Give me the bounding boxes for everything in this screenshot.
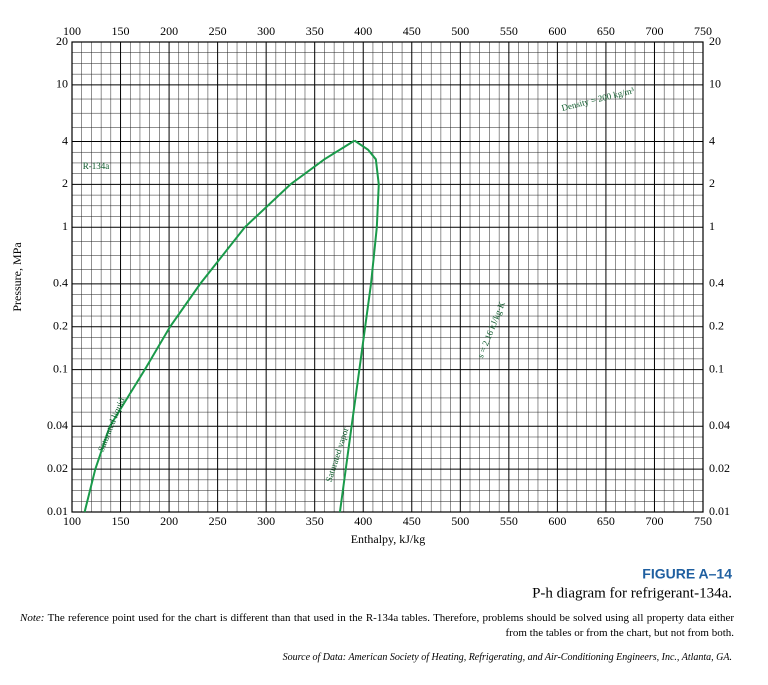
saturation-curve [83,139,356,513]
x-tick-label: 200 [160,514,178,528]
x-tick-label: 100 [63,514,81,528]
y-tick-label-right: 10 [709,77,721,91]
y-tick-label-right: 20 [709,34,721,48]
x-tick-label: 500 [451,514,469,528]
y-tick-label: 0.4 [53,276,68,290]
y-tick-label: 0.04 [47,418,68,432]
y-tick-label: 1 [62,219,68,233]
x-tick-label: 750 [694,514,712,528]
note-text: The reference point used for the chart i… [47,612,734,639]
annotation: R-134a [83,161,110,171]
x-tick-label: 600 [548,514,566,528]
x-axis-label: Enthalpy, kJ/kg [351,532,426,546]
y-tick-label: 0.02 [47,461,68,475]
x-tick-label-top: 750 [694,24,712,38]
x-tick-label-top: 550 [500,24,518,38]
x-tick-label: 250 [209,514,227,528]
x-tick-label-top: 700 [645,24,663,38]
x-tick-label-top: 450 [403,24,421,38]
figure-caption: P-h diagram for refrigerant-134a. [532,585,732,601]
y-tick-label: 0.1 [53,361,68,375]
x-tick-label-top: 150 [112,24,130,38]
x-tick-label-top: 100 [63,24,81,38]
x-tick-label-top: 200 [160,24,178,38]
note: Note: The reference point used for the c… [20,611,734,641]
y-tick-label-right: 1 [709,219,715,233]
y-tick-label-right: 4 [709,133,715,147]
y-tick-label-right: 2 [709,176,715,190]
x-tick-label-top: 600 [548,24,566,38]
y-tick-label-right: 0.2 [709,319,724,333]
figure-number: FIGURE A–14 [642,566,732,582]
plot-frame [71,41,704,513]
x-tick-label: 650 [597,514,615,528]
x-tick-label: 400 [354,514,372,528]
x-tick-label: 350 [306,514,324,528]
x-tick-label-top: 650 [597,24,615,38]
x-tick-label: 550 [500,514,518,528]
y-tick-label: 4 [62,133,68,147]
x-tick-label-top: 300 [257,24,275,38]
y-tick-label: 0.01 [47,504,68,518]
annotation: s = 2.16 kJ/kg·K [475,299,507,359]
y-tick-label-right: 0.1 [709,361,724,375]
y-tick-label-right: 0.02 [709,461,730,475]
y-axis-label: Pressure, MPa [10,242,24,312]
y-tick-label: 2 [62,176,68,190]
y-tick-label: 20 [56,34,68,48]
x-tick-label: 300 [257,514,275,528]
x-tick-label: 150 [112,514,130,528]
x-tick-label-top: 400 [354,24,372,38]
source: Source of Data: American Society of Heat… [282,652,732,663]
x-tick-label: 450 [403,514,421,528]
y-tick-label-right: 0.4 [709,276,724,290]
chart: Pressure, MPa Enthalpy, kJ/kg FIGURE A–1… [10,24,732,602]
note-label: Note: [20,612,45,624]
x-tick-label-top: 350 [306,24,324,38]
saturation-curve [338,139,380,513]
x-tick-label: 700 [645,514,663,528]
x-tick-label-top: 250 [209,24,227,38]
y-tick-label: 0.2 [53,319,68,333]
x-tick-label-top: 500 [451,24,469,38]
annotation: Saturated vapor [324,426,351,483]
y-tick-label-right: 0.01 [709,504,730,518]
annotation: Saturated liquid [96,396,127,453]
y-tick-label-right: 0.04 [709,418,730,432]
y-tick-label: 10 [56,77,68,91]
